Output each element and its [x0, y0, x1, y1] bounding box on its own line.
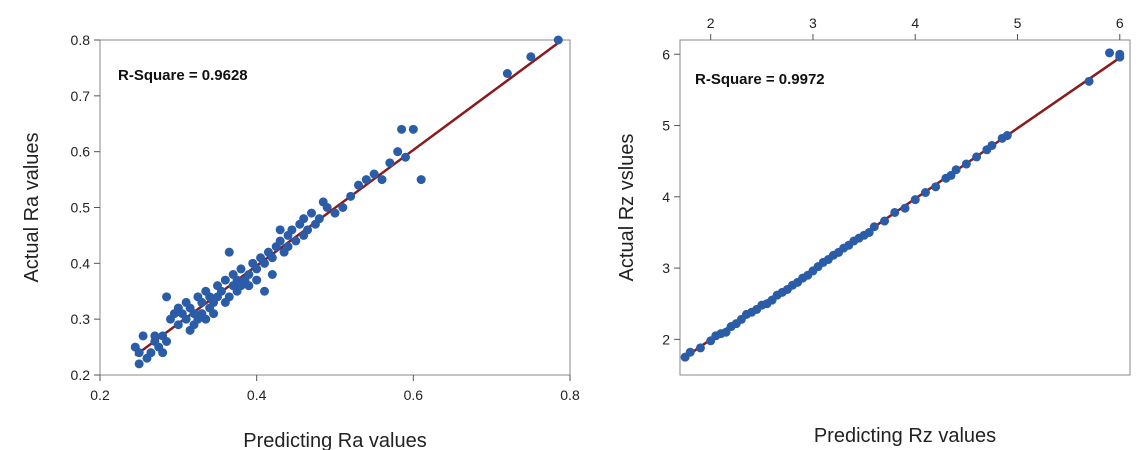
- data-point: [158, 348, 168, 358]
- data-point: [162, 337, 172, 346]
- data-point: [173, 320, 183, 330]
- y-tick-label: 0.2: [71, 367, 91, 383]
- data-point: [408, 124, 418, 134]
- data-point: [314, 214, 324, 224]
- data-point: [307, 208, 316, 218]
- data-point: [553, 35, 563, 45]
- data-point: [900, 203, 910, 213]
- data-point: [181, 314, 191, 324]
- y-tick-label: 0.7: [71, 88, 91, 104]
- data-point: [910, 195, 920, 205]
- data-point: [377, 175, 387, 185]
- data-point: [220, 275, 230, 285]
- data-point: [252, 275, 262, 285]
- data-point: [369, 169, 379, 179]
- y-tick-label: 3: [662, 260, 670, 276]
- y-tick-label: 0.4: [71, 255, 91, 271]
- data-point: [330, 208, 340, 218]
- data-point: [291, 236, 301, 246]
- data-point: [1084, 76, 1094, 86]
- data-point: [260, 286, 269, 296]
- rz-scatter-chart: 2 3 4 5 6 2 3 4 5 6 R-Square = 0.9972 Predicting Rz…: [616, 15, 1131, 447]
- x-axis-title: Predicting Ra values: [243, 430, 426, 450]
- data-point: [267, 270, 277, 279]
- data-point: [322, 203, 332, 212]
- data-point: [267, 253, 277, 263]
- data-point: [385, 158, 395, 168]
- data-point: [987, 140, 997, 150]
- data-point: [252, 264, 262, 274]
- data-point: [1002, 131, 1012, 141]
- data-point: [201, 314, 211, 324]
- x-axis-title: Predicting Rz values: [814, 425, 996, 447]
- data-point: [401, 152, 410, 162]
- y-axis-title: Actual Rz vslues: [616, 134, 638, 282]
- data-point: [303, 225, 313, 235]
- data-point: [275, 236, 285, 246]
- x-tick-label: 5: [1014, 15, 1022, 31]
- data-point: [197, 297, 207, 307]
- data-point: [162, 292, 172, 302]
- data-point: [244, 270, 254, 279]
- x-tick-label: 0.2: [90, 387, 110, 403]
- data-point: [526, 52, 536, 62]
- y-tick-label: 0.3: [71, 311, 91, 327]
- data-point: [920, 188, 930, 198]
- data-point: [260, 258, 269, 268]
- y-tick-label: 5: [662, 118, 670, 134]
- data-point: [951, 165, 961, 175]
- data-point: [931, 182, 941, 192]
- data-point: [338, 203, 348, 212]
- data-point: [354, 180, 363, 190]
- data-point: [416, 175, 426, 185]
- y-tick-label: 6: [662, 46, 670, 62]
- data-point: [224, 292, 234, 302]
- x-tick-label: 0.6: [404, 387, 424, 403]
- data-point: [216, 286, 226, 296]
- data-point: [224, 247, 234, 257]
- data-point: [346, 191, 356, 201]
- y-tick-label: 2: [662, 331, 670, 347]
- r-square-annotation: R-Square = 0.9628: [118, 67, 248, 84]
- data-point: [244, 281, 254, 291]
- data-point: [397, 124, 407, 134]
- data-point: [880, 216, 890, 226]
- data-point: [361, 175, 371, 185]
- x-tick-label: 2: [707, 15, 715, 31]
- data-point: [869, 222, 879, 232]
- data-point: [890, 207, 900, 217]
- x-tick-label: 6: [1116, 15, 1124, 31]
- data-point: [1115, 49, 1125, 59]
- data-point: [150, 331, 160, 341]
- data-point: [146, 348, 156, 358]
- data-point: [134, 359, 144, 369]
- data-point: [299, 214, 309, 224]
- data-point: [1105, 48, 1115, 58]
- data-point: [972, 152, 982, 162]
- x-tick-label: 0.4: [247, 387, 267, 403]
- data-point: [287, 225, 297, 235]
- ra-scatter-chart: 0.2 0.4 0.6 0.8 0.2 0.3 0.4 0.5 0.6 0.7 0.8 R-Squar…: [21, 32, 580, 450]
- data-point: [138, 331, 148, 341]
- r-square-annotation: R-Square = 0.9972: [695, 71, 825, 88]
- data-point: [236, 264, 246, 274]
- data-point: [209, 309, 219, 319]
- data-point: [275, 225, 285, 235]
- data-point: [134, 348, 144, 358]
- data-point: [695, 343, 705, 353]
- data-point: [283, 242, 293, 252]
- y-tick-label: 0.8: [71, 32, 91, 48]
- x-tick-label: 3: [809, 15, 817, 31]
- data-point: [685, 347, 695, 357]
- data-point: [393, 147, 403, 157]
- x-tick-label: 0.8: [560, 387, 580, 403]
- y-tick-label: 0.5: [71, 200, 91, 216]
- y-tick-label: 4: [662, 189, 670, 205]
- data-point: [502, 69, 512, 78]
- y-axis-title: Actual Ra values: [21, 132, 43, 282]
- y-tick-label: 0.6: [71, 144, 91, 160]
- data-point: [961, 159, 971, 169]
- x-tick-label: 4: [911, 15, 919, 31]
